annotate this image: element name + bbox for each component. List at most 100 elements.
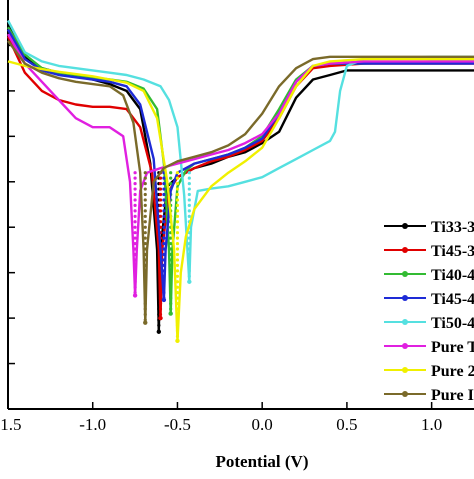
series-marker — [187, 279, 192, 284]
series-marker — [175, 307, 180, 311]
series-marker — [187, 176, 191, 180]
series-marker — [133, 263, 137, 267]
series-marker — [133, 241, 137, 246]
series-marker — [175, 252, 180, 257]
series-marker — [169, 252, 173, 257]
series-marker — [133, 176, 137, 180]
series-marker — [175, 171, 180, 175]
series-marker — [143, 187, 147, 191]
series-marker — [175, 203, 180, 208]
series-line — [7, 40, 474, 324]
series-marker — [143, 181, 147, 186]
series-marker — [175, 231, 180, 235]
series-marker — [169, 247, 173, 251]
series-marker — [133, 192, 137, 197]
series-marker — [162, 231, 166, 235]
series-marker — [169, 263, 173, 267]
series-marker — [187, 209, 191, 213]
series-marker — [175, 214, 180, 218]
series-2 — [6, 35, 474, 321]
series-line — [6, 33, 474, 297]
axes-layer — [7, 0, 474, 410]
series-marker — [175, 312, 180, 317]
legend-label: Ti45-3 — [431, 243, 474, 260]
series-marker — [169, 181, 173, 186]
series-marker — [143, 198, 147, 202]
series-marker — [175, 209, 180, 213]
series-marker — [143, 263, 147, 267]
series-marker — [156, 329, 162, 334]
series-marker — [187, 214, 191, 218]
legend-label: Ti45-4 — [431, 291, 474, 308]
series-marker — [187, 203, 191, 208]
legend-item-5: Ti50-4 — [384, 315, 474, 332]
series-marker — [162, 252, 166, 257]
series-marker — [169, 280, 173, 284]
series-marker — [158, 203, 163, 208]
series-marker — [133, 209, 137, 213]
series-marker — [175, 198, 180, 202]
series-marker — [162, 241, 166, 246]
series-marker — [133, 198, 137, 202]
x-tick-label: 0.5 — [336, 415, 357, 434]
series-marker — [175, 318, 180, 322]
x-tick-label: -0.5 — [164, 415, 191, 434]
series-marker — [175, 187, 180, 191]
series-marker — [158, 181, 163, 186]
series-marker — [143, 209, 147, 213]
series-marker — [158, 312, 163, 317]
series-marker — [175, 225, 180, 229]
legend-item-1: Ti33-3 — [384, 219, 474, 236]
series-marker — [133, 269, 137, 273]
series-marker — [143, 312, 147, 317]
series-marker — [158, 192, 163, 197]
series-marker — [143, 280, 147, 284]
series-marker — [143, 274, 147, 278]
legend-swatch-marker — [402, 343, 408, 349]
series-marker — [162, 274, 166, 278]
series-marker — [175, 291, 180, 295]
series-marker — [132, 293, 138, 298]
series-marker — [162, 203, 166, 208]
series-marker — [187, 274, 191, 278]
series-marker — [133, 231, 137, 235]
series-marker — [162, 291, 166, 295]
x-tick-label: -1.0 — [79, 415, 106, 434]
series-marker — [175, 258, 180, 262]
series-6 — [6, 33, 474, 298]
series-marker — [161, 297, 167, 303]
series-marker — [169, 258, 173, 262]
series-marker — [143, 203, 147, 208]
series-marker — [175, 247, 180, 251]
series-7 — [7, 57, 474, 344]
series-marker — [143, 296, 147, 300]
series-marker — [187, 198, 191, 202]
series-marker — [162, 263, 166, 267]
series-marker — [175, 176, 180, 180]
series-marker — [175, 334, 180, 338]
series-marker — [169, 171, 173, 175]
series-marker — [162, 176, 166, 180]
x-tick-label: 1.0 — [421, 415, 442, 434]
series-marker — [175, 241, 180, 246]
series-marker — [175, 285, 180, 289]
series-marker — [175, 329, 180, 333]
series-marker — [143, 301, 147, 306]
series-marker — [158, 315, 163, 321]
series-marker — [143, 307, 147, 311]
series-marker — [175, 192, 180, 197]
series-marker — [169, 236, 173, 240]
series-marker — [143, 214, 147, 218]
series-marker — [169, 307, 173, 311]
series-marker — [158, 214, 163, 218]
series-marker — [143, 220, 147, 224]
series-1 — [6, 24, 474, 334]
series-marker — [133, 274, 137, 278]
series-marker — [158, 291, 163, 295]
series-marker — [169, 301, 173, 306]
series-marker — [169, 296, 173, 300]
series-marker — [187, 192, 191, 197]
series-marker — [158, 285, 163, 289]
series-marker — [133, 214, 137, 218]
series-marker — [158, 198, 163, 202]
